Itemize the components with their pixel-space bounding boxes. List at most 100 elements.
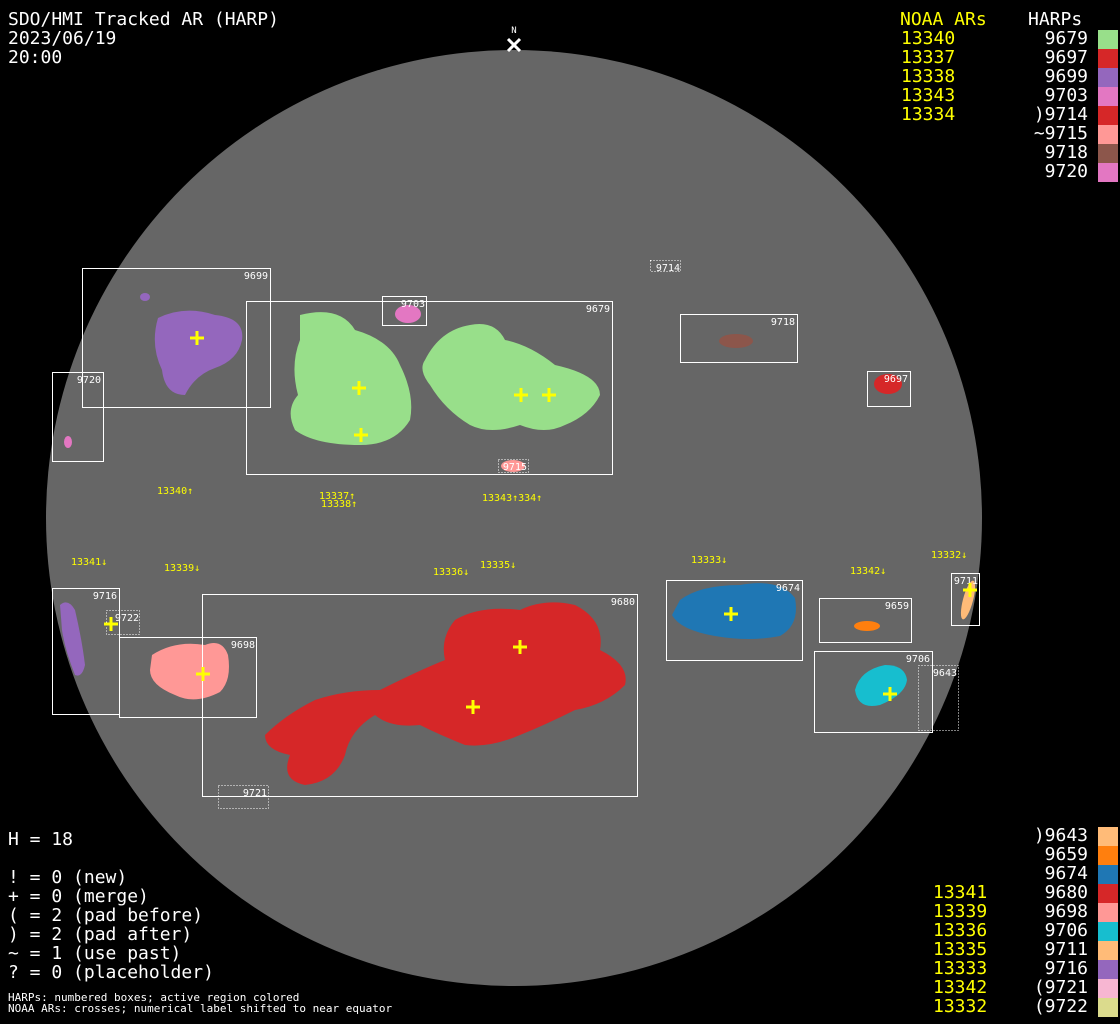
region-9703 bbox=[395, 305, 421, 323]
footer-harps-note: HARPs: numbered boxes; active region col… bbox=[8, 991, 300, 1004]
region-9699b bbox=[140, 293, 150, 301]
stat-new: ! = 0 (new) bbox=[8, 867, 128, 888]
harp-label: 9703 bbox=[401, 299, 425, 310]
noaa-label: 13343↑334↑ bbox=[482, 493, 542, 504]
harp-box-9679 bbox=[246, 301, 613, 475]
harp-label: 9698 bbox=[231, 640, 255, 651]
legend-harp: (9721 bbox=[1033, 977, 1088, 998]
region-9715 bbox=[501, 460, 525, 472]
noaa-label: 13333↓ bbox=[691, 555, 727, 566]
legend-color-swatch bbox=[1098, 884, 1118, 903]
legend-harp: )9714 bbox=[1033, 104, 1088, 125]
legend-color-swatch bbox=[1098, 979, 1118, 998]
legend-color-swatch bbox=[1098, 960, 1118, 979]
legend-noaa-ar: 13335 bbox=[933, 939, 988, 960]
harp-label: 9714 bbox=[656, 263, 680, 274]
noaa-cross-icon bbox=[196, 667, 210, 681]
region-9720 bbox=[64, 436, 72, 448]
noaa-cross-icon bbox=[963, 583, 977, 597]
harp-box-9643 bbox=[918, 665, 959, 731]
legend-color-swatch bbox=[1098, 846, 1118, 865]
region-9718 bbox=[719, 334, 753, 348]
region-9706 bbox=[855, 665, 907, 706]
stat-pad-after: ) = 2 (pad after) bbox=[8, 924, 193, 945]
legend-harp: 9680 bbox=[1044, 882, 1088, 903]
harp-box-9720 bbox=[52, 372, 104, 462]
noaa-label: 13340↑ bbox=[157, 486, 193, 497]
noaa-label: 13339↓ bbox=[164, 563, 200, 574]
legend-noaa-ar: 13341 bbox=[933, 882, 988, 903]
harp-box-9698 bbox=[119, 637, 257, 718]
harp-label: 9680 bbox=[611, 597, 635, 608]
stat-use-past: ~ = 1 (use past) bbox=[8, 943, 182, 964]
legend-harp: 9703 bbox=[1044, 85, 1088, 106]
stat-merge: + = 0 (merge) bbox=[8, 886, 149, 907]
harp-label: 9711 bbox=[954, 576, 978, 587]
harp-box-labels: 9699 9679 9703 9720 9714 9718 9697 9715 … bbox=[77, 263, 978, 799]
harp-label: 9716 bbox=[93, 591, 117, 602]
harp-label: 9720 bbox=[77, 375, 101, 386]
legend-harp: ~9715 bbox=[1033, 123, 1088, 144]
region-9680 bbox=[265, 602, 626, 785]
legend-color-swatch bbox=[1098, 941, 1118, 960]
legend-harp: 9720 bbox=[1044, 161, 1088, 182]
legend-color-swatch bbox=[1098, 30, 1118, 49]
region-9674 bbox=[672, 583, 796, 639]
noaa-label: 13338↑ bbox=[321, 499, 357, 510]
harp-box-9703 bbox=[382, 296, 427, 326]
legend-harp: 9698 bbox=[1044, 901, 1088, 922]
harp-box-9659 bbox=[819, 598, 912, 643]
harp-box-9680 bbox=[202, 594, 638, 797]
noaa-labels: 13340↑ 13337↑ 13338↑ 13343↑334↑ 13341↓ 1… bbox=[71, 486, 967, 578]
harp-label: 9697 bbox=[884, 374, 908, 385]
legend-harp: (9722 bbox=[1033, 996, 1088, 1017]
region-9699 bbox=[154, 310, 243, 395]
noaa-cross-icon bbox=[466, 700, 480, 714]
region-9679a bbox=[290, 312, 412, 445]
legend-color-swatch bbox=[1098, 922, 1118, 941]
region-9659 bbox=[854, 621, 880, 631]
legend-color-swatch bbox=[1098, 163, 1118, 182]
region-9698 bbox=[150, 642, 229, 700]
legend-color-swatch bbox=[1098, 106, 1118, 125]
harp-label: 9679 bbox=[586, 304, 610, 315]
legend-harp: 9716 bbox=[1044, 958, 1088, 979]
noaa-cross-icon bbox=[354, 428, 368, 442]
north-label: N bbox=[511, 26, 516, 36]
legend-color-swatch bbox=[1098, 903, 1118, 922]
legend-color-swatch bbox=[1098, 827, 1118, 846]
legend-harp: 9718 bbox=[1044, 142, 1088, 163]
harp-label: 9699 bbox=[244, 271, 268, 282]
region-9697 bbox=[874, 374, 902, 394]
harp-label: 9715 bbox=[503, 462, 527, 473]
harp-label: 9643 bbox=[933, 668, 957, 679]
noaa-cross-icon bbox=[883, 687, 897, 701]
legend-harp: 9659 bbox=[1044, 844, 1088, 865]
north-marker-icon bbox=[506, 37, 522, 53]
harp-box-9711 bbox=[951, 573, 980, 626]
harp-label: 9721 bbox=[243, 788, 267, 799]
legend-color-swatch bbox=[1098, 144, 1118, 163]
legend-noaa-ar: 13336 bbox=[933, 920, 988, 941]
legend-noaa-ar: 13339 bbox=[933, 901, 988, 922]
legend-color-swatch bbox=[1098, 68, 1118, 87]
noaa-cross-icon bbox=[724, 607, 738, 621]
active-regions bbox=[60, 293, 976, 785]
noaa-label: 13335↓ bbox=[480, 560, 516, 571]
noaa-cross-icon bbox=[514, 388, 528, 402]
legend-harp: 9679 bbox=[1044, 28, 1088, 49]
harp-header: HARPs bbox=[1028, 9, 1083, 30]
noaa-label: 13337↑ bbox=[319, 491, 355, 502]
legend-noaa-ar: 13342 bbox=[933, 977, 988, 998]
harp-count: H = 18 bbox=[8, 829, 74, 850]
harp-boxes bbox=[52, 260, 980, 809]
harp-box-9706 bbox=[814, 651, 933, 733]
harp-label: 9674 bbox=[776, 583, 800, 594]
harp-box-9714 bbox=[650, 260, 681, 272]
harp-label: 9659 bbox=[885, 601, 909, 612]
legend-harp: 9697 bbox=[1044, 47, 1088, 68]
region-9679b bbox=[422, 324, 600, 430]
legend-noaa-ar: 13343 bbox=[901, 85, 956, 106]
harp-label: 9722 bbox=[115, 613, 139, 624]
legend-noaa-ar: 13337 bbox=[901, 47, 956, 68]
